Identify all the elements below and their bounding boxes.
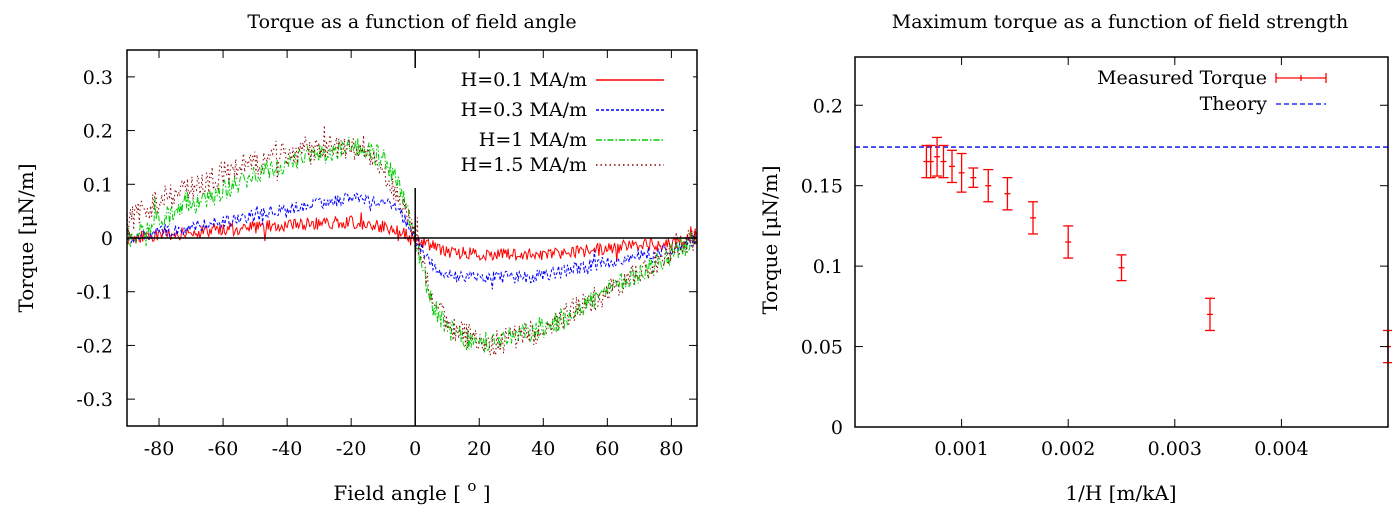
- chart-title: Maximum torque as a function of field st…: [892, 11, 1348, 33]
- x-tick-label: 80: [659, 438, 683, 460]
- error-bar-point: [1028, 201, 1039, 235]
- series-group: [855, 136, 1392, 364]
- y-tick-label: -0.1: [76, 282, 113, 304]
- y-tick-label: 0: [831, 417, 843, 439]
- x-tick-label: 60: [595, 438, 619, 460]
- legend-label-h03: H=0.3 MA/m: [461, 99, 587, 121]
- legend-label-h15: H=1.5 MA/m: [461, 154, 587, 176]
- x-tick-label: -40: [272, 438, 303, 460]
- error-bar-point: [938, 144, 949, 179]
- y-tick-label: 0.2: [813, 95, 843, 117]
- series-line: [126, 191, 697, 290]
- x-tick-label: 0.001: [934, 438, 988, 460]
- legend-label-h1: H=1 MA/m: [479, 129, 587, 151]
- series-group: [126, 125, 697, 356]
- x-tick-label: 20: [467, 438, 491, 460]
- plot-frame: [854, 56, 1389, 428]
- y-axis-label: Torque [μN/m]: [758, 165, 782, 314]
- error-bar-point: [1002, 177, 1013, 211]
- x-axis-label: 1/H [m/kA]: [1065, 481, 1176, 505]
- x-tick-label: -60: [208, 438, 239, 460]
- y-tick-label: 0.15: [801, 176, 843, 198]
- x-tick-label: 0.003: [1148, 438, 1202, 460]
- series-line: [126, 125, 697, 356]
- x-tick-label: 40: [531, 438, 555, 460]
- error-bar-point: [983, 168, 994, 203]
- series-line: [126, 212, 697, 262]
- error-bar-point: [947, 149, 958, 184]
- y-tick-label: 0: [101, 228, 113, 250]
- error-bar-point: [925, 144, 936, 179]
- y-tick-label: 0.1: [813, 256, 843, 278]
- y-axis-label: Torque [μN/m]: [14, 163, 38, 312]
- y-tick-label: 0.05: [801, 337, 843, 359]
- error-bar-point: [956, 152, 967, 193]
- y-tick-label: -0.2: [76, 335, 113, 357]
- y-tick-label: 0.1: [83, 174, 113, 196]
- torque-vs-angle-chart: Torque as a function of field angle -80-…: [14, 11, 698, 505]
- chart-title: Torque as a function of field angle: [247, 11, 576, 33]
- ticks-group: -80 -60 -40 -20 0 20 40 60 80 0.3 0.2 0.1 0 -0.1 -0.2 -…: [76, 50, 697, 460]
- x-tick-label: 0.004: [1254, 438, 1308, 460]
- y-tick-label: -0.3: [76, 389, 113, 411]
- x-tick-label: -20: [336, 438, 367, 460]
- legend-background: [413, 68, 693, 188]
- legend-label-measured: Measured Torque: [1097, 67, 1267, 89]
- x-axis-label: Field angle [ o ]: [333, 477, 490, 505]
- max-torque-vs-field-chart: Maximum torque as a function of field st…: [758, 11, 1392, 505]
- legend: H=0.1 MA/m H=0.3 MA/m H=1 MA/m H=1.5 MA/…: [413, 68, 693, 188]
- error-bar-point: [1204, 297, 1215, 332]
- error-bar-point: [968, 167, 979, 188]
- legend-label-theory: Theory: [1200, 93, 1268, 115]
- error-bar-point: [1063, 225, 1074, 259]
- y-tick-label: 0.3: [83, 67, 113, 89]
- error-bar-point: [1116, 254, 1127, 282]
- y-tick-label: 0.2: [83, 121, 113, 143]
- error-bar-point: [932, 136, 943, 177]
- x-tick-label: 0.002: [1041, 438, 1095, 460]
- legend: Measured Torque Theory: [1097, 67, 1327, 115]
- x-tick-label: -80: [144, 438, 175, 460]
- legend-label-h01: H=0.1 MA/m: [461, 69, 587, 91]
- x-tick-label: 0: [409, 438, 421, 460]
- ticks-group: 0.001 0.002 0.003 0.004 0 0.05 0.1 0.15 0.2: [801, 57, 1388, 460]
- legend-swatch-measured: [1275, 73, 1327, 83]
